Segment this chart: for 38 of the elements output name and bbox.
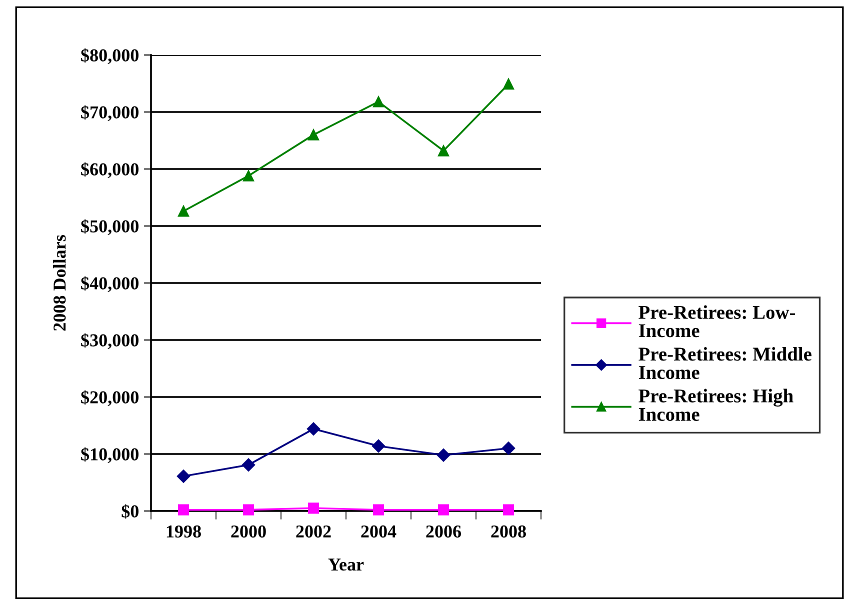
x-tick-label: 2002 bbox=[296, 525, 331, 538]
x-tick-label: 2000 bbox=[231, 525, 266, 538]
y-tick-label: $10,000 bbox=[81, 447, 139, 464]
point bbox=[438, 504, 450, 516]
x-tick-label: 2006 bbox=[426, 525, 462, 538]
x-tick-label: 2008 bbox=[491, 525, 526, 538]
point bbox=[502, 78, 514, 90]
y-axis-title: 2008 Dollars bbox=[53, 235, 66, 331]
legend-label: Pre-Retirees: Low- Income bbox=[638, 305, 796, 338]
point bbox=[242, 504, 254, 516]
point bbox=[308, 502, 320, 514]
point bbox=[178, 504, 190, 516]
point bbox=[502, 504, 514, 516]
point bbox=[308, 129, 320, 140]
legend-label: Pre-Retirees: High Income bbox=[638, 388, 794, 421]
point bbox=[242, 170, 254, 182]
y-tick-label: $30,000 bbox=[81, 333, 139, 350]
point bbox=[242, 458, 256, 472]
y-tick-label: $40,000 bbox=[81, 276, 139, 292]
legend-label: Pre-Retirees: Middle Income bbox=[638, 347, 812, 380]
y-tick-label: $60,000 bbox=[81, 162, 139, 178]
y-tick-label: $80,000 bbox=[81, 48, 139, 64]
x-axis-title: Year bbox=[328, 558, 364, 571]
point bbox=[436, 448, 450, 462]
point bbox=[178, 206, 190, 217]
point bbox=[502, 442, 516, 455]
y-tick-label: $0 bbox=[122, 504, 139, 519]
point bbox=[176, 470, 190, 483]
point bbox=[372, 504, 384, 516]
y-tick-label: $20,000 bbox=[81, 390, 139, 406]
point bbox=[438, 145, 450, 156]
point bbox=[306, 422, 320, 436]
point bbox=[372, 439, 386, 453]
y-tick-label: $50,000 bbox=[81, 219, 139, 236]
x-tick-label: 2004 bbox=[361, 525, 396, 538]
x-tick-label: 1998 bbox=[166, 525, 201, 538]
point bbox=[372, 96, 384, 108]
y-tick-label: $70,000 bbox=[81, 105, 139, 122]
